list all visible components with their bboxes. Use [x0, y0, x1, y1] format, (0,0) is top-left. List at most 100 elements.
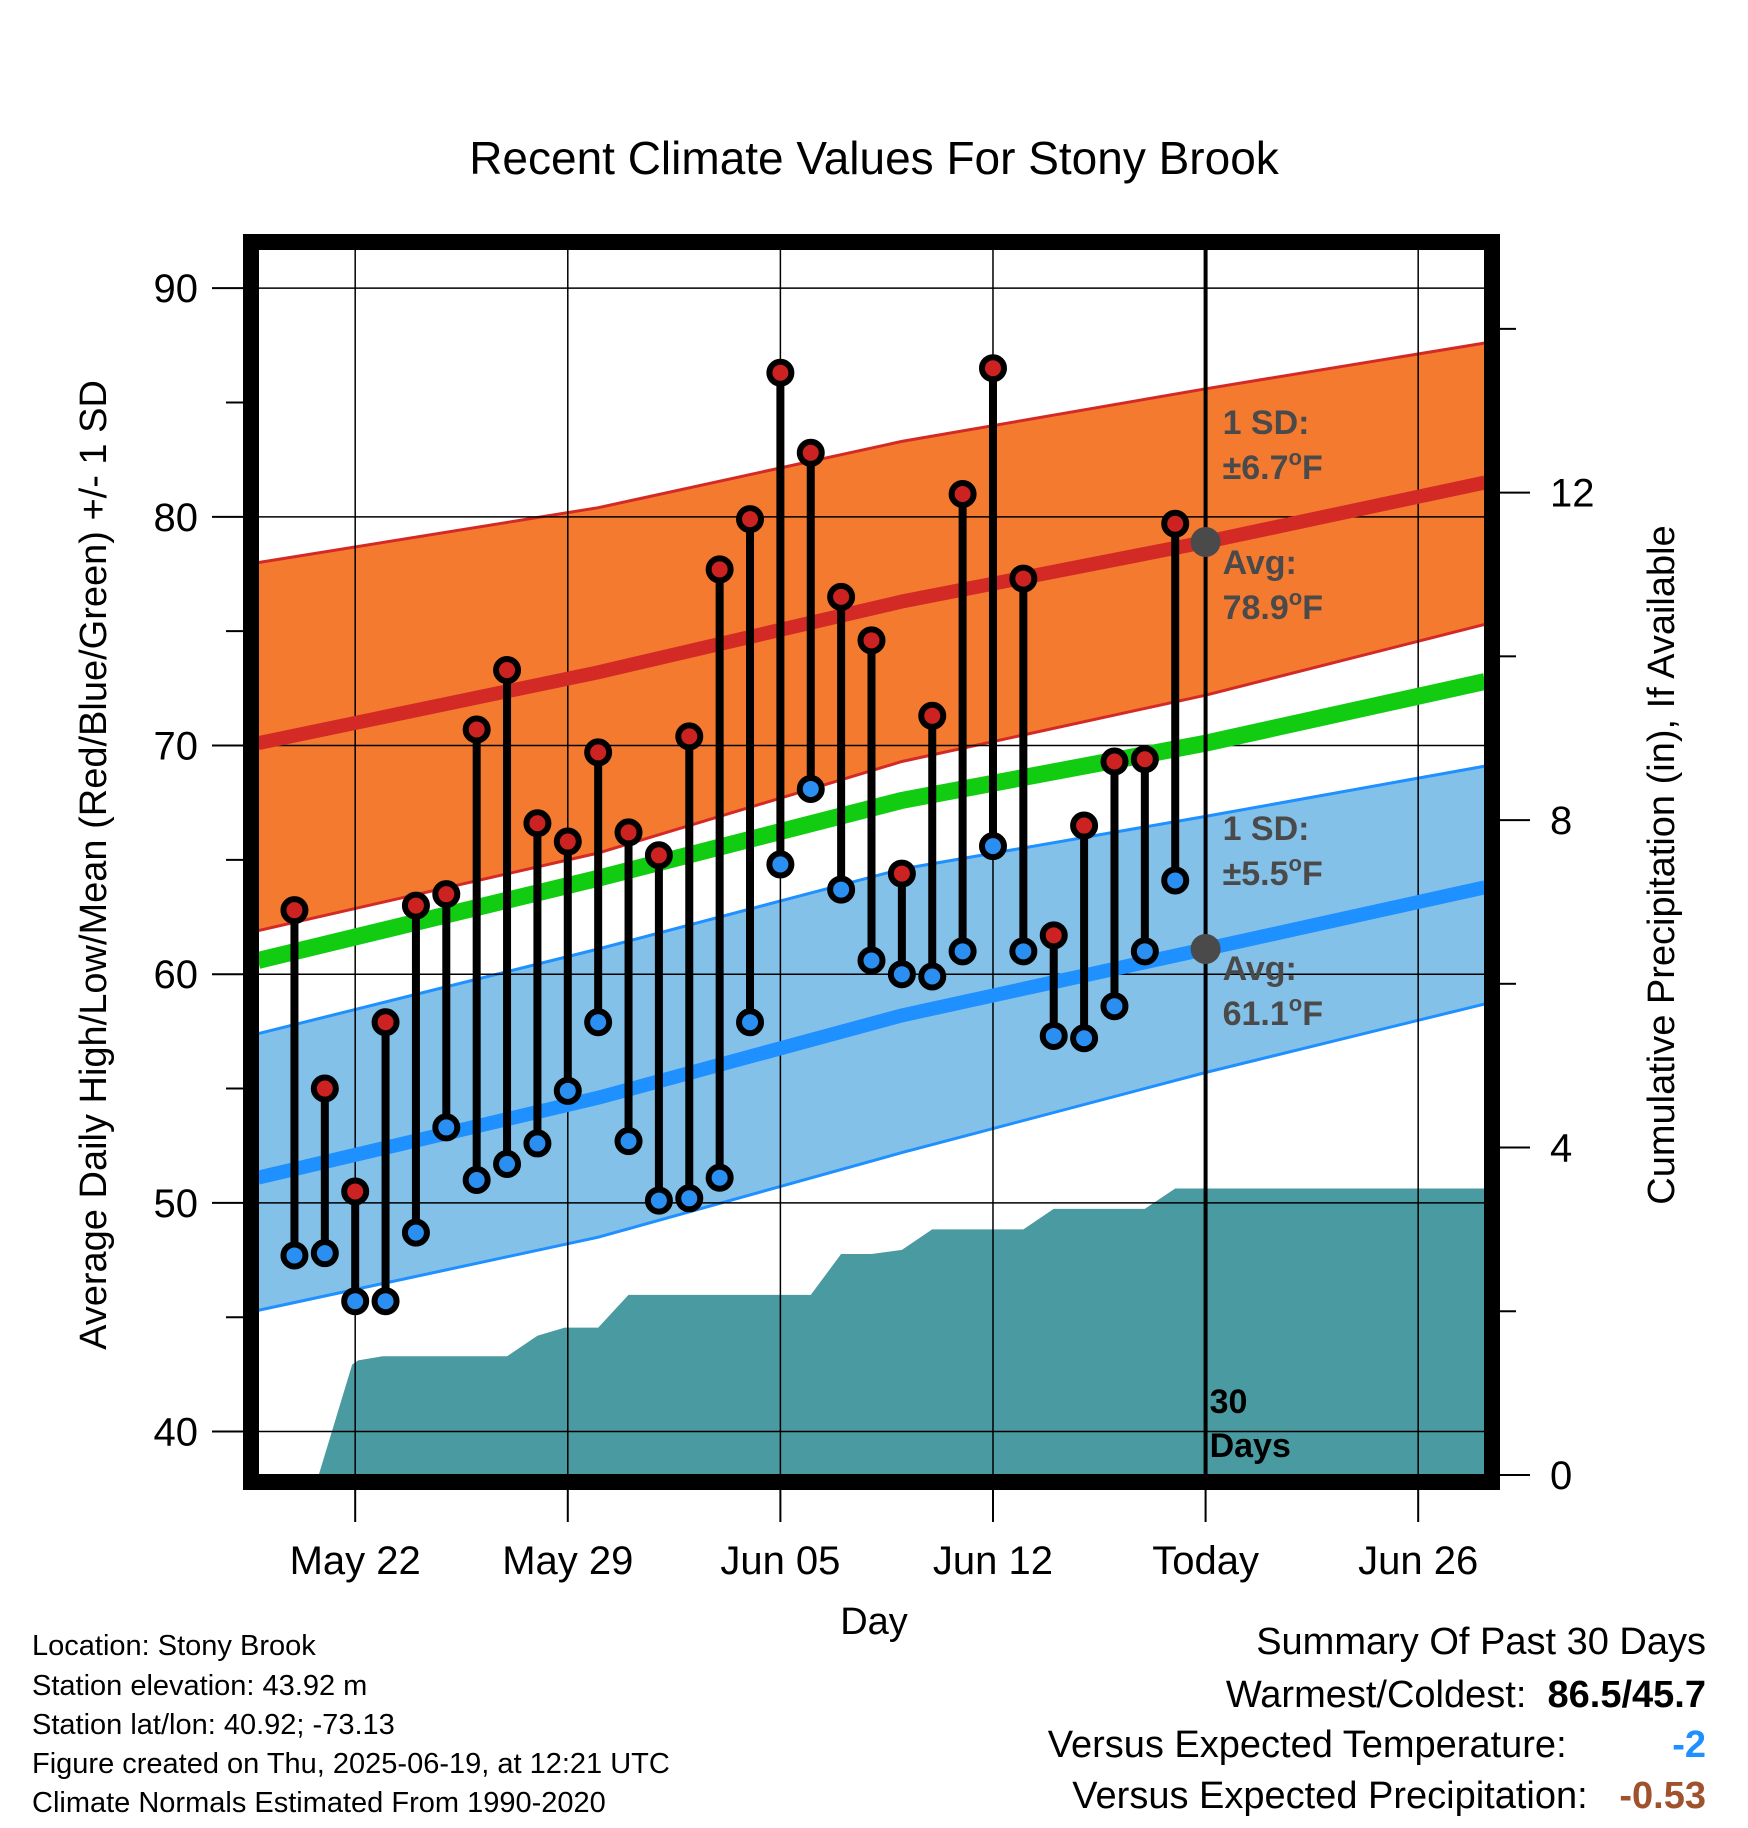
- x-axis-title: Day: [840, 1601, 908, 1643]
- daily-high-point: [1009, 564, 1038, 593]
- low-avg-annotation-unit: F: [1302, 995, 1323, 1033]
- high-avg-annotation-unit: F: [1302, 589, 1323, 627]
- daily-low-point: [948, 937, 977, 966]
- daily-high-point: [1161, 509, 1190, 538]
- avg-high-line: [256, 475, 1487, 751]
- low-band-lower-edge: [257, 1002, 1486, 1312]
- daily-high-point: [766, 358, 795, 387]
- info-latlon: Station lat/lon: 40.92; -73.13: [32, 1709, 395, 1741]
- daily-high-point: [493, 656, 522, 685]
- daily-low-point: [705, 1163, 734, 1192]
- daily-high-point: [644, 841, 673, 870]
- daily-low-point: [766, 850, 795, 879]
- daily-high-point: [341, 1177, 370, 1206]
- y-tick-label-left: 80: [154, 496, 199, 540]
- high-sd-annotation-unit: F: [1302, 449, 1323, 487]
- daily-high-point: [948, 479, 977, 508]
- daily-low-point: [280, 1241, 309, 1270]
- daily-low-point: [1070, 1024, 1099, 1053]
- daily-low-point: [462, 1166, 491, 1195]
- low-avg-annotation-degree: o: [1289, 991, 1302, 1016]
- daily-low-point: [796, 774, 825, 803]
- daily-low-point: [1009, 937, 1038, 966]
- high-avg-annotation-line2: 78.9oF: [1223, 585, 1323, 627]
- daily-low-point: [644, 1186, 673, 1215]
- daily-high-point: [675, 722, 704, 751]
- daily-low-point: [341, 1287, 370, 1316]
- daily-low-point: [736, 1008, 765, 1037]
- daily-low-point: [371, 1287, 400, 1316]
- avg-mean-line: [256, 673, 1487, 969]
- daily-high-point: [827, 582, 856, 611]
- daily-high-point: [887, 859, 916, 888]
- daily-high-point: [310, 1074, 339, 1103]
- y-tick-label-right: 4: [1550, 1127, 1572, 1171]
- daily-high-point: [705, 555, 734, 584]
- daily-low-point: [1100, 992, 1129, 1021]
- daily-low-point: [918, 962, 947, 991]
- low-avg-annotation-line1: Avg:: [1223, 950, 1297, 988]
- y-axis-title-left: Average Daily High/Low/Mean (Red/Blue/Gr…: [73, 380, 115, 1350]
- daily-high-point: [796, 438, 825, 467]
- summary-warmest-coldest: Warmest/Coldest: 86.5/45.7: [1226, 1676, 1706, 1714]
- summary-temp-label: Versus Expected Temperature:: [1047, 1724, 1567, 1766]
- high-sd-annotation-line1: 1 SD:: [1223, 404, 1310, 442]
- plot-frame: 40 50 60 70 80 90 0 4 8 12 May 22 May 29 Jun 05 Jun 1…: [154, 234, 1595, 1583]
- daily-high-point: [553, 827, 582, 856]
- daily-low-point: [827, 875, 856, 904]
- today-avg-high-marker: [1190, 526, 1221, 557]
- daily-low-point: [584, 1008, 613, 1037]
- x-tick-label: Jun 26: [1358, 1539, 1478, 1583]
- y-tick-label-left: 70: [154, 725, 199, 769]
- high-band-lower-edge: [257, 622, 1486, 933]
- x-tick-label: Jun 05: [720, 1539, 840, 1583]
- summary-precipitation: Versus Expected Precipitation: -0.53: [1072, 1777, 1706, 1815]
- daily-low-point: [1161, 866, 1190, 895]
- daily-high-point: [736, 505, 765, 534]
- info-elevation: Station elevation: 43.92 m: [32, 1670, 368, 1702]
- daily-high-point: [371, 1008, 400, 1037]
- low-sd-annotation-line1: 1 SD:: [1223, 810, 1310, 848]
- daily-high-point: [978, 354, 1007, 383]
- low-sd-annotation-line2: ±5.5oF: [1223, 851, 1323, 893]
- x-tick-label: May 22: [290, 1539, 421, 1583]
- precip-area: [258, 1188, 1485, 1475]
- low-sd-annotation-unit: F: [1302, 855, 1323, 893]
- high-sd-annotation-line2: ±6.7oF: [1223, 445, 1323, 487]
- plot-border: [243, 234, 1500, 1490]
- daily-low-point: [493, 1149, 522, 1178]
- daily-high-point: [432, 880, 461, 909]
- high-avg-annotation-line1: Avg:: [1223, 544, 1297, 582]
- daily-high-point: [462, 715, 491, 744]
- summary-precip-value: -0.53: [1619, 1775, 1706, 1817]
- y-tick-label-left: 60: [154, 953, 199, 997]
- summary-warm-label: Warmest/Coldest:: [1225, 1674, 1527, 1716]
- summary-temp-value: -2: [1672, 1724, 1706, 1766]
- daily-low-point: [887, 960, 916, 989]
- daily-low-point: [857, 946, 886, 975]
- info-normals: Climate Normals Estimated From 1990-2020: [32, 1787, 606, 1819]
- daily-low-point: [523, 1129, 552, 1158]
- daily-low-point: [432, 1113, 461, 1142]
- y-tick-label-left: 90: [154, 267, 199, 311]
- summary-warm-value: 86.5/45.7: [1547, 1674, 1706, 1716]
- x-tick-label: Jun 12: [933, 1539, 1053, 1583]
- days-label-line2: Days: [1210, 1427, 1291, 1465]
- daily-high-point: [584, 738, 613, 767]
- y-tick-label-right: 0: [1550, 1454, 1572, 1498]
- daily-high-point: [1100, 747, 1129, 776]
- avg-low-line: [256, 880, 1487, 1185]
- daily-low-point: [978, 832, 1007, 861]
- high-sd-annotation-degree: o: [1289, 445, 1302, 470]
- chart-title: Recent Climate Values For Stony Brook: [469, 132, 1280, 184]
- daily-low-point: [614, 1127, 643, 1156]
- daily-high-point: [523, 809, 552, 838]
- daily-high-point: [401, 891, 430, 920]
- high-avg-annotation-degree: o: [1289, 585, 1302, 610]
- x-tick-label: Today: [1152, 1539, 1259, 1583]
- daily-low-point: [675, 1184, 704, 1213]
- today-avg-low-marker: [1190, 934, 1221, 965]
- y-tick-label-right: 8: [1550, 799, 1572, 843]
- daily-high-point: [918, 701, 947, 730]
- daily-high-point: [280, 896, 309, 925]
